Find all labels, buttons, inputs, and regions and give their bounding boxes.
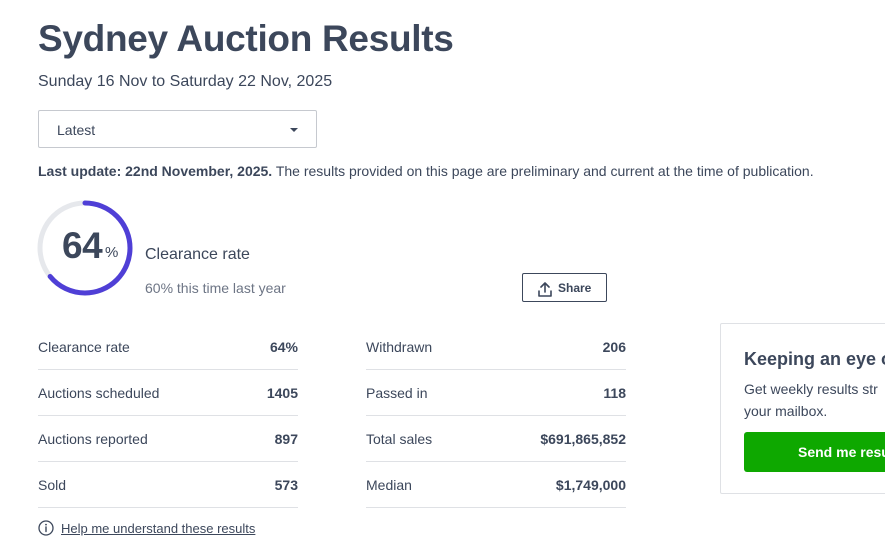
help-link-label: Help me understand these results xyxy=(61,521,256,536)
clearance-rate-label: Clearance rate xyxy=(145,246,250,263)
chevron-down-icon xyxy=(290,128,298,132)
stat-label: Sold xyxy=(38,477,67,493)
stat-value: 573 xyxy=(274,477,298,493)
last-update-note: The results provided on this page are pr… xyxy=(275,163,814,179)
stat-row: Clearance rate 64% xyxy=(38,324,298,370)
stat-label: Total sales xyxy=(366,431,433,447)
stat-row: Sold 573 xyxy=(38,462,298,508)
stat-label: Passed in xyxy=(366,385,428,401)
stat-value: $1,749,000 xyxy=(555,477,626,493)
last-update-label: Last update: 22nd November, 2025. xyxy=(38,163,273,179)
share-button[interactable]: Share xyxy=(522,273,607,302)
stat-value: 118 xyxy=(603,385,626,401)
stat-row: Median $1,749,000 xyxy=(366,462,626,508)
clearance-rate-value: 64 xyxy=(62,225,103,266)
stat-row: Passed in 118 xyxy=(366,370,626,416)
clearance-rate-gauge xyxy=(37,200,133,296)
date-range: Sunday 16 Nov to Saturday 22 Nov, 2025 xyxy=(38,73,333,90)
stats-table-left: Clearance rate 64% Auctions scheduled 14… xyxy=(38,324,298,508)
newsletter-card: Keeping an eye o Get weekly results str … xyxy=(720,323,885,494)
last-year-comparison: 60% this time last year xyxy=(145,280,286,296)
stat-label: Auctions scheduled xyxy=(38,385,160,401)
stat-value: 897 xyxy=(274,431,298,447)
stat-label: Clearance rate xyxy=(38,339,130,355)
stat-row: Auctions reported 897 xyxy=(38,416,298,462)
clearance-rate-unit: % xyxy=(105,244,119,261)
period-select-value: Latest xyxy=(57,122,96,138)
stat-value: 1405 xyxy=(266,385,298,401)
stat-row: Total sales $691,865,852 xyxy=(366,416,626,462)
newsletter-description-line: your mailbox. xyxy=(744,403,828,419)
stats-table-right: Withdrawn 206 Passed in 118 Total sales … xyxy=(366,324,626,508)
period-select[interactable]: Latest xyxy=(38,110,317,148)
share-label: Share xyxy=(558,281,592,295)
stat-row: Withdrawn 206 xyxy=(366,324,626,370)
newsletter-title: Keeping an eye o xyxy=(744,349,885,369)
stat-label: Median xyxy=(366,477,412,493)
share-icon xyxy=(538,282,552,297)
info-icon xyxy=(38,520,54,536)
stat-value: 64% xyxy=(269,339,298,355)
stat-label: Withdrawn xyxy=(366,339,433,355)
newsletter-description-line: Get weekly results str xyxy=(744,381,878,397)
last-update: Last update: 22nd November, 2025. The re… xyxy=(38,163,814,179)
newsletter-description: Get weekly results str your mailbox. xyxy=(744,378,885,422)
stat-value: 206 xyxy=(602,339,626,355)
page-title: Sydney Auction Results xyxy=(38,18,454,59)
send-results-button[interactable]: Send me resu xyxy=(744,432,885,472)
stat-label: Auctions reported xyxy=(38,431,148,447)
stat-row: Auctions scheduled 1405 xyxy=(38,370,298,416)
gauge-fill xyxy=(37,200,133,296)
stat-value: $691,865,852 xyxy=(540,431,626,447)
